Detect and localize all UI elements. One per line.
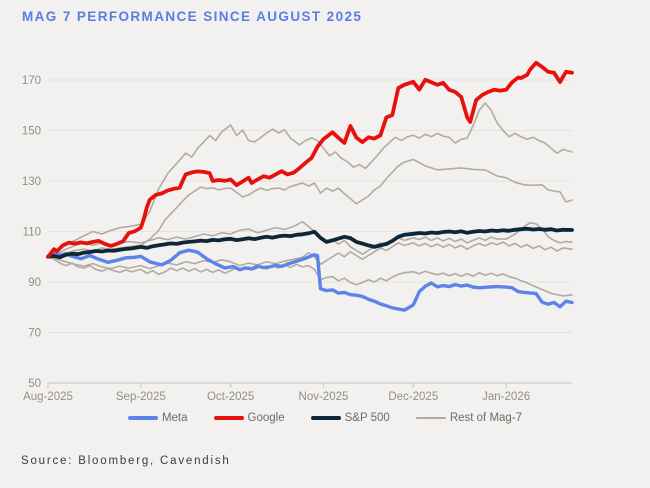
- y-tick-label-170: 170: [22, 75, 41, 87]
- y-tick-label-110: 110: [23, 227, 41, 239]
- series-line-rest-of-mag-7-line-1: [47, 102, 573, 258]
- y-tick-label-130: 130: [22, 176, 41, 188]
- series-line-rest-of-mag-7-line-2: [47, 158, 573, 258]
- source-note: Source: Bloomberg, Cavendish: [21, 455, 231, 467]
- legend-swatch-rest-of-mag-7: [415, 417, 446, 419]
- legend-item-rest-of-mag-7: Rest of Mag-7: [415, 412, 523, 424]
- series-line-rest-of-mag-7-line-3: [47, 220, 573, 258]
- x-tick-label-5: Jan-2026: [482, 391, 530, 403]
- x-tick-label-4: Dec-2025: [388, 391, 438, 403]
- legend-label: Meta: [161, 412, 188, 424]
- x-tick-label-0: Aug-2025: [23, 391, 73, 403]
- legend-swatch-meta: [127, 416, 158, 420]
- legend-label: Rest of Mag-7: [449, 412, 523, 424]
- legend-swatch-google: [213, 416, 244, 420]
- chart-legend: Meta Google S&P 500 Rest of Mag-7: [0, 412, 650, 424]
- x-tick-label-3: Nov-2025: [299, 391, 349, 403]
- y-tick-label-50: 50: [28, 378, 41, 390]
- y-tick-label-150: 150: [22, 126, 41, 138]
- series-line-google: [46, 60, 574, 259]
- y-tick-label-90: 90: [28, 277, 41, 289]
- legend-swatch-s-p-500: [310, 416, 341, 420]
- legend-item-s-p-500: S&P 500: [310, 412, 390, 424]
- series-line-meta: [46, 248, 574, 312]
- page-title: MAG 7 PERFORMANCE SINCE AUGUST 2025: [22, 9, 363, 24]
- legend-item-google: Google: [213, 412, 285, 424]
- series-line-s-p-500: [46, 226, 574, 260]
- x-tick-label-1: Sep-2025: [116, 391, 166, 403]
- legend-item-meta: Meta: [127, 412, 188, 424]
- x-tick-label-2: Oct-2025: [207, 391, 254, 403]
- y-tick-label-70: 70: [28, 328, 41, 340]
- series-line-rest-of-mag-7-line-5: [47, 255, 573, 297]
- legend-label: S&P 500: [344, 412, 390, 424]
- legend-label: Google: [247, 412, 285, 424]
